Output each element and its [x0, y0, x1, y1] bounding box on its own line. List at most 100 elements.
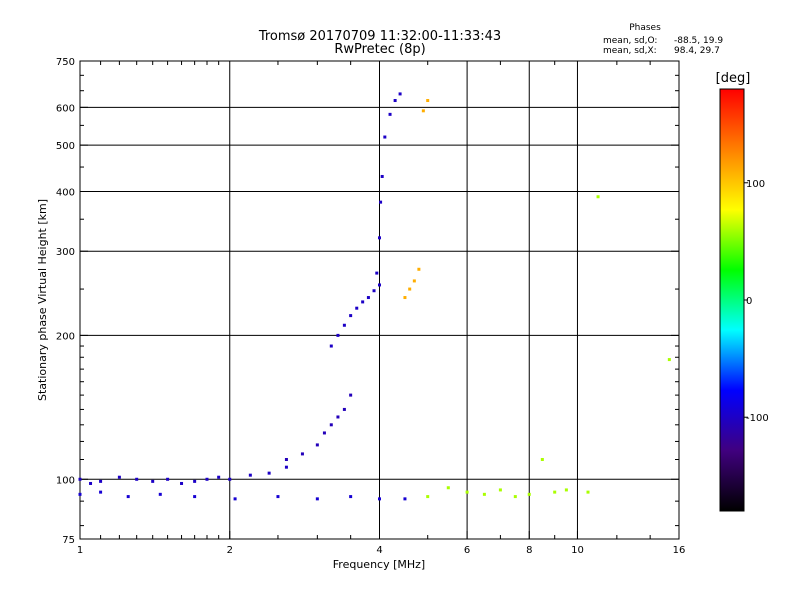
data-point	[248, 473, 252, 477]
x-axis-label: Frequency [MHz]	[333, 558, 425, 571]
colorbar-tick-label: 0	[746, 296, 752, 307]
colorbar-tick-label: -100	[746, 413, 769, 424]
data-point	[553, 490, 557, 494]
data-point	[349, 495, 353, 499]
data-point	[99, 490, 103, 494]
data-point	[267, 471, 271, 475]
data-point	[233, 497, 237, 501]
data-point	[378, 283, 381, 287]
data-point	[366, 296, 370, 300]
data-point	[336, 415, 340, 419]
data-point	[78, 492, 82, 496]
data-point	[89, 481, 93, 485]
data-point	[322, 431, 326, 435]
data-point	[426, 99, 430, 103]
y-tick-label: 200	[56, 331, 75, 342]
stats-x-label: mean, sd,X:	[603, 46, 657, 56]
data-point	[372, 289, 376, 293]
data-point	[408, 287, 412, 291]
data-point	[527, 492, 531, 496]
y-tick-label: 400	[56, 187, 75, 198]
chart-title: Tromsø 20170709 11:32:00-11:33:43	[258, 29, 501, 44]
data-point	[276, 495, 280, 499]
data-point	[78, 477, 82, 481]
colorbar-label: [deg]	[716, 71, 751, 86]
data-point	[412, 279, 416, 283]
x-tick-label: 1	[77, 545, 83, 556]
y-axis-label: Stationary phase Virtual Height [km]	[36, 199, 49, 401]
x-tick-label: 8	[526, 545, 532, 556]
data-point	[355, 306, 359, 310]
data-point	[417, 267, 421, 271]
x-tick-label: 6	[464, 545, 470, 556]
data-point	[126, 495, 130, 499]
data-point	[135, 477, 139, 481]
data-point	[151, 479, 155, 483]
x-tick-label: 16	[673, 545, 686, 556]
data-point	[482, 492, 486, 496]
y-tick-label: 100	[56, 475, 75, 486]
data-point	[228, 477, 232, 481]
data-point	[446, 486, 450, 490]
data-point	[158, 492, 162, 496]
y-tick-label: 750	[56, 57, 75, 68]
data-point	[193, 479, 197, 483]
data-point	[117, 475, 121, 479]
data-point	[403, 296, 407, 300]
chart-subtitle: RwPretec (8p)	[334, 42, 425, 57]
data-point	[349, 393, 353, 397]
data-point	[596, 195, 600, 199]
y-tick-label: 600	[56, 103, 75, 114]
data-point	[99, 479, 103, 483]
data-point	[383, 135, 387, 139]
data-point	[388, 112, 392, 116]
data-point	[586, 490, 590, 494]
data-point	[426, 495, 430, 499]
data-point	[379, 200, 383, 204]
data-point	[315, 497, 319, 501]
data-points	[78, 92, 671, 501]
data-point	[540, 457, 544, 461]
x-tick-label: 4	[376, 545, 382, 556]
data-point	[421, 109, 425, 113]
y-tick-label: 75	[62, 535, 75, 546]
data-point	[336, 333, 340, 337]
data-point	[403, 497, 407, 501]
data-point	[342, 407, 346, 411]
data-point	[393, 99, 397, 103]
data-point	[180, 481, 184, 485]
data-point	[667, 358, 671, 362]
data-point	[329, 423, 333, 427]
data-point	[284, 457, 288, 461]
x-tick-label: 2	[227, 545, 233, 556]
data-point	[217, 475, 221, 479]
data-point	[375, 271, 379, 275]
data-point	[315, 443, 319, 447]
stats-x-values: 98.4, 29.7	[674, 46, 720, 56]
data-point	[166, 477, 170, 481]
colorbar-tick-label: 100	[746, 179, 765, 190]
data-point	[205, 477, 209, 481]
data-point	[342, 323, 346, 327]
stats-o-values: -88.5, 19.9	[674, 36, 723, 46]
data-point	[465, 490, 469, 494]
data-point	[498, 488, 502, 492]
y-tick-label: 500	[56, 141, 75, 152]
data-point	[378, 497, 381, 501]
stats-o-label: mean, sd,O:	[603, 36, 657, 46]
stats-heading: Phases	[629, 23, 661, 33]
data-point	[349, 314, 353, 318]
data-point	[300, 452, 304, 456]
colorbar	[719, 88, 745, 512]
data-point	[564, 488, 568, 492]
x-tick-label: 10	[571, 545, 584, 556]
data-point	[284, 465, 288, 469]
y-tick-label: 300	[56, 247, 75, 258]
data-point	[361, 300, 365, 304]
data-point	[193, 495, 197, 499]
data-point	[329, 344, 333, 348]
data-point	[380, 174, 384, 178]
data-point	[513, 495, 517, 499]
data-point	[398, 92, 402, 96]
